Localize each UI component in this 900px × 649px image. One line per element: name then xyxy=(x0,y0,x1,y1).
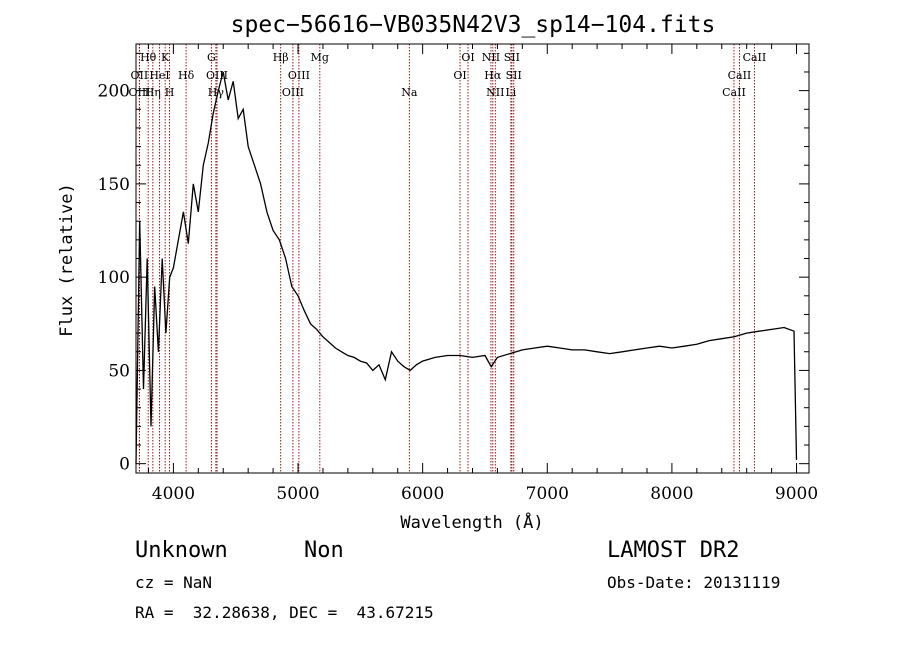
x-tick-label: 6000 xyxy=(401,484,444,504)
marker-label: OIII xyxy=(282,86,304,99)
y-tick-label: 200 xyxy=(98,82,130,102)
marker-label: Hη xyxy=(145,86,161,99)
marker-label: OIII xyxy=(288,69,310,82)
spectrum-line xyxy=(135,71,798,464)
marker-label: Li xyxy=(505,86,516,99)
marker-label: Hδ xyxy=(178,69,195,82)
y-axis-label: Flux (relative) xyxy=(57,183,77,337)
y-tick-label: 100 xyxy=(98,268,130,288)
x-axis-label: Wavelength (Å) xyxy=(400,511,543,533)
marker-label: CaII xyxy=(743,51,767,64)
y-tick-label: 0 xyxy=(119,455,130,475)
marker-label: CaII xyxy=(722,86,746,99)
marker-label: Hβ xyxy=(273,51,289,64)
survey-label: LAMOST DR2 xyxy=(607,538,740,563)
x-tick-label: 7000 xyxy=(526,484,569,504)
y-tick-label: 150 xyxy=(98,175,130,195)
marker-labels: HθOIIOIIIHηHeIKHHδGOIIIHγHβOIIIOIIIMgNaO… xyxy=(128,51,766,99)
marker-label: CaII xyxy=(728,69,752,82)
chart-title: spec−56616−VB035N42V3_sp14−104.fits xyxy=(231,12,716,38)
marker-label: NII xyxy=(482,51,500,64)
marker-label: OI xyxy=(461,51,474,64)
marker-label: OIII xyxy=(128,86,150,99)
marker-label: SII xyxy=(504,51,520,64)
subclass-label: Non xyxy=(304,538,344,563)
marker-label: OII xyxy=(131,69,149,82)
marker-label: Hα xyxy=(484,69,502,82)
marker-label: Hθ xyxy=(140,51,157,64)
x-tick-label: 4000 xyxy=(152,484,195,504)
y-axis: 0 50 100 150 200 xyxy=(98,52,809,475)
marker-label: H xyxy=(165,86,175,99)
marker-label: NII xyxy=(486,86,504,99)
marker-label: HeI xyxy=(149,69,169,82)
marker-lines xyxy=(138,44,755,473)
cz-value: cz = NaN xyxy=(135,573,213,592)
y-tick-label: 50 xyxy=(108,361,130,381)
marker-label: G xyxy=(207,51,216,64)
x-tick-label: 8000 xyxy=(650,484,693,504)
classification-label: Unknown xyxy=(135,538,228,563)
marker-label: Hγ xyxy=(208,86,225,99)
marker-label: Mg xyxy=(311,51,329,64)
x-tick-label: 5000 xyxy=(276,484,319,504)
coordinates: RA = 32.28638, DEC = 43.67215 xyxy=(135,603,434,622)
marker-label: K xyxy=(161,51,170,64)
x-axis: 4000 5000 6000 7000 8000 9000 xyxy=(147,44,818,504)
x-tick-label: 9000 xyxy=(775,484,818,504)
marker-label: SII xyxy=(506,69,522,82)
marker-label: Na xyxy=(401,86,418,99)
marker-label: OI xyxy=(453,69,466,82)
obs-date: Obs-Date: 20131119 xyxy=(607,573,781,592)
